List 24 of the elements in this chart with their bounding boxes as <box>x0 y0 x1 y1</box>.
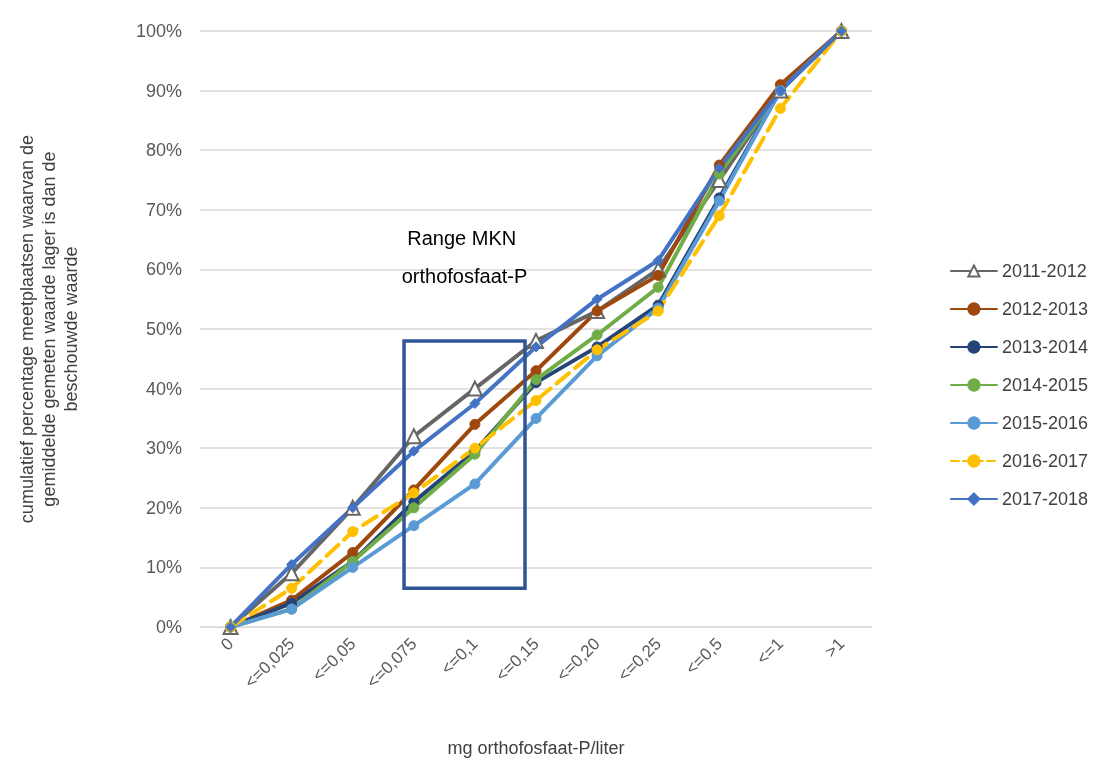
y-tick-label: 20% <box>145 497 182 518</box>
legend-label: 2017-2018 <box>1001 489 1089 509</box>
x-tick-label: 0 <box>217 634 238 655</box>
x-tick-label: >1 <box>821 634 849 662</box>
legend-label: 2014-2015 <box>1001 375 1089 395</box>
x-axis-title: mg orthofosfaat-P/liter <box>447 738 625 758</box>
legend-label: 2016-2017 <box>1001 451 1089 471</box>
legend-label: 2011-2012 <box>1001 261 1087 281</box>
y-tick-label: 30% <box>145 438 182 459</box>
y-tick-label: 80% <box>145 140 182 161</box>
y-tick-label: 0% <box>155 617 182 637</box>
y-tick-label: 40% <box>145 378 182 399</box>
y-tick-label: 50% <box>145 319 182 339</box>
annotation: Range MKN orthofosfaat-P <box>401 227 528 288</box>
y-tick-label: 10% <box>145 557 182 578</box>
y-tick-label: 70% <box>145 199 182 220</box>
y-tick-label: 90% <box>145 80 182 101</box>
legend-label: 2015-2016 <box>1001 413 1089 433</box>
legend-label: 2013-2014 <box>1001 337 1089 357</box>
y-axis-title: cumulatief percentage meetplaatsen waarvan de gemiddelde gemeten waarde lager is dan de beschouwde waarde <box>17 134 81 524</box>
y-tick-label: 60% <box>145 259 182 280</box>
legend-label: 2012-2013 <box>1001 299 1089 319</box>
x-tick-label: <=1 <box>752 634 788 669</box>
y-tick-label: 100% <box>135 21 182 41</box>
